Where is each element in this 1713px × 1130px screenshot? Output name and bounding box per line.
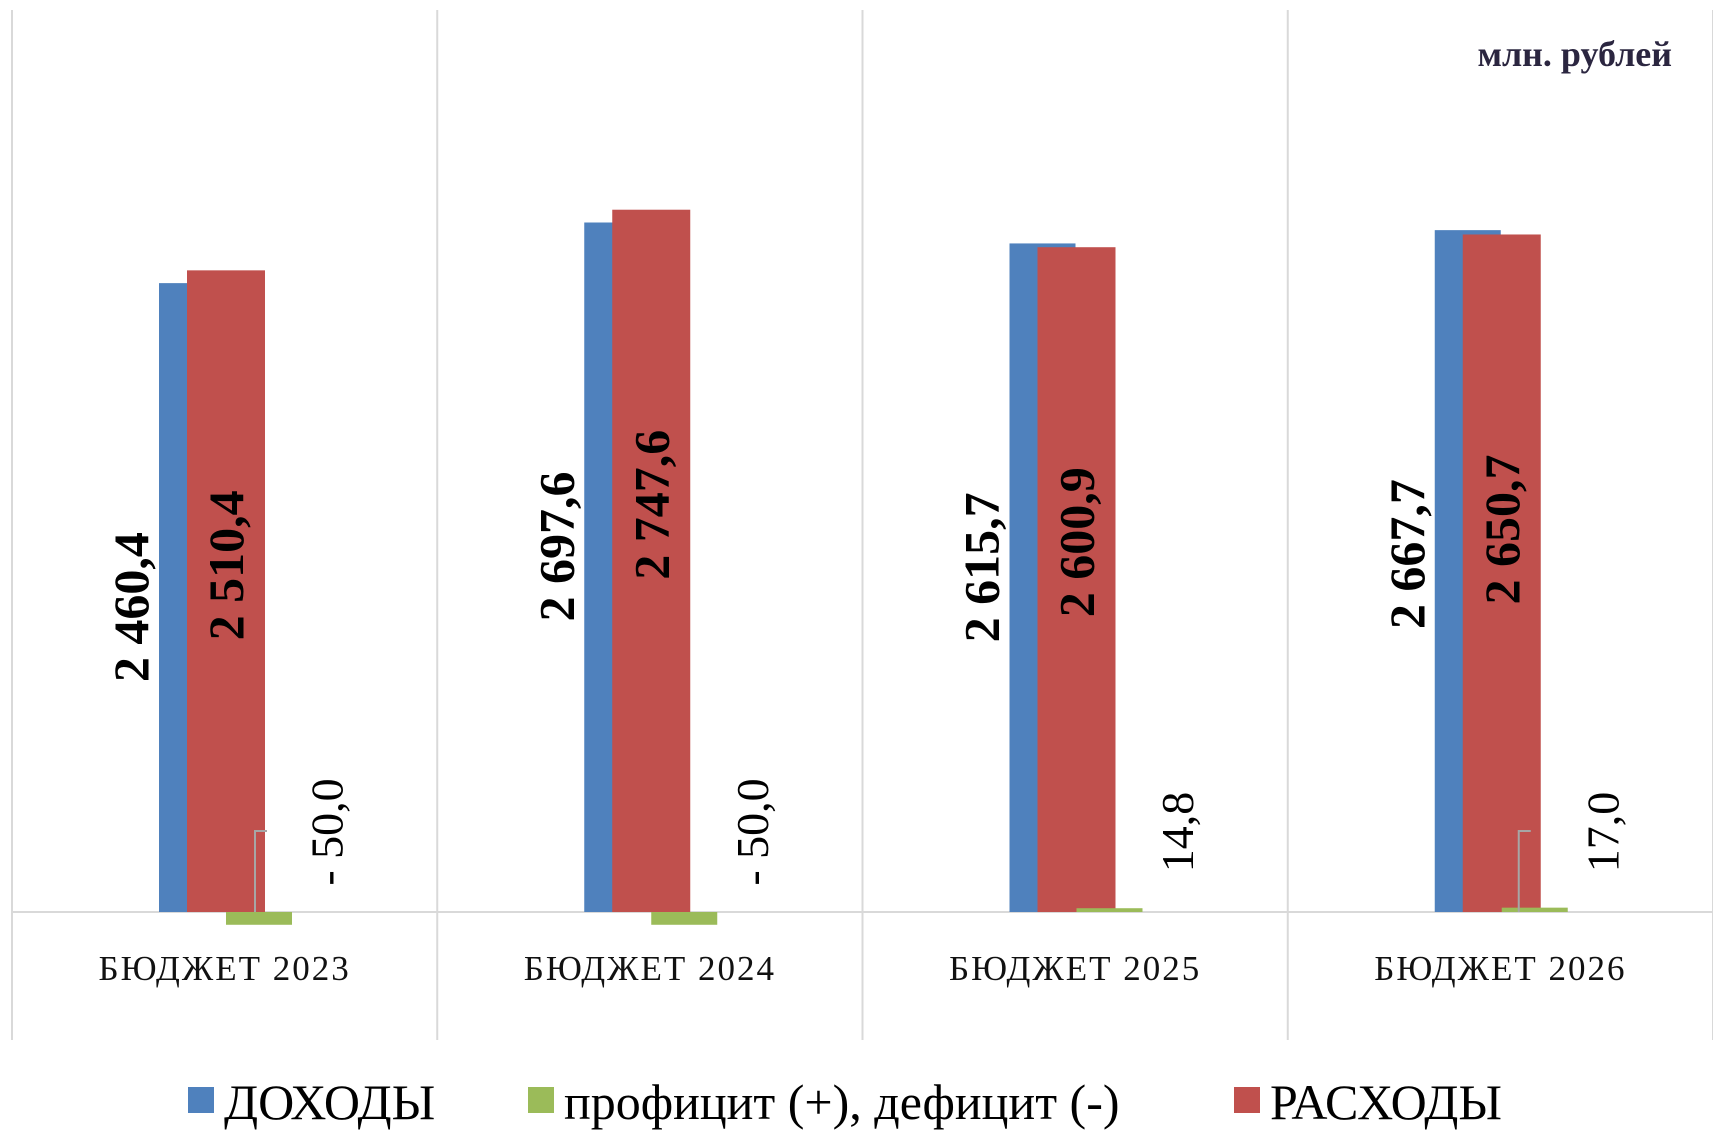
bar-expense bbox=[187, 270, 265, 912]
value-label-income: 2 460,4 bbox=[103, 532, 159, 682]
value-label-income: 2 615,7 bbox=[954, 492, 1010, 642]
value-label-balance: - 50,0 bbox=[727, 778, 778, 885]
bar-balance bbox=[1501, 907, 1568, 912]
bar-balance bbox=[651, 912, 718, 925]
bar-expense bbox=[1037, 247, 1116, 912]
legend-label: профицит (+), дефицит (-) bbox=[564, 1074, 1120, 1130]
value-label-balance: 14,8 bbox=[1152, 792, 1203, 873]
legend-label: ДОХОДЫ bbox=[224, 1074, 435, 1130]
category-label: БЮДЖЕТ 2025 bbox=[949, 949, 1201, 988]
unit-label: млн. рублей bbox=[1477, 34, 1672, 74]
category-dividers bbox=[11, 10, 1713, 1040]
value-label-expense: 2 650,7 bbox=[1474, 454, 1530, 604]
bar-balance bbox=[1076, 908, 1143, 912]
legend-swatch bbox=[188, 1087, 214, 1113]
value-label-expense: 2 600,9 bbox=[1049, 467, 1105, 617]
legend-swatch bbox=[1234, 1087, 1260, 1113]
value-label-balance: 17,0 bbox=[1577, 792, 1628, 873]
bar-balance bbox=[226, 912, 292, 925]
data-labels: 2 460,4 2 510,4 - 50,0 2 697,6 2 747,6 - 50,0… bbox=[103, 430, 1628, 886]
value-label-expense: 2 747,6 bbox=[623, 430, 679, 580]
bars bbox=[159, 209, 1568, 925]
legend-swatch bbox=[528, 1087, 554, 1113]
value-label-income: 2 667,7 bbox=[1379, 479, 1435, 629]
legend: ДОХОДЫ профицит (+), дефицит (-) РАСХОДЫ bbox=[188, 1074, 1502, 1130]
value-label-balance: - 50,0 bbox=[302, 778, 353, 885]
category-label: БЮДЖЕТ 2026 bbox=[1374, 949, 1626, 988]
value-label-expense: 2 510,4 bbox=[198, 490, 254, 640]
bar-expense bbox=[1462, 234, 1541, 912]
leader-lines bbox=[254, 830, 1531, 912]
leader-line bbox=[254, 830, 267, 912]
category-label: БЮДЖЕТ 2024 bbox=[524, 949, 776, 988]
category-labels: БЮДЖЕТ 2023 БЮДЖЕТ 2024 БЮДЖЕТ 2025 БЮДЖЕТ … bbox=[99, 949, 1626, 988]
bar-expense bbox=[612, 209, 691, 912]
category-label: БЮДЖЕТ 2023 bbox=[99, 949, 351, 988]
leader-line bbox=[1517, 830, 1531, 912]
legend-label: РАСХОДЫ bbox=[1270, 1074, 1502, 1130]
value-label-income: 2 697,6 bbox=[528, 471, 584, 621]
